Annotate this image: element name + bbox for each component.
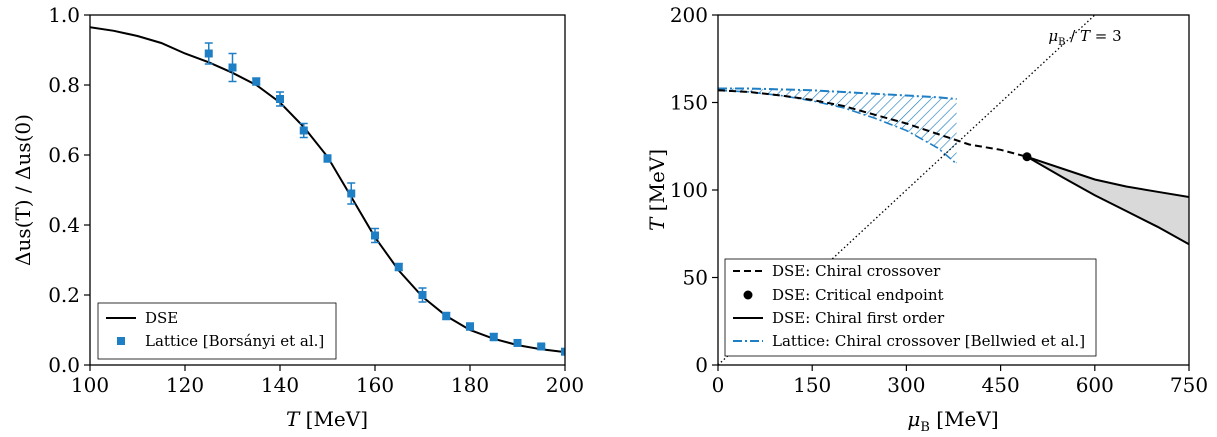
legend-endpoint-swatch xyxy=(743,290,753,300)
legend-lattice-marker-swatch xyxy=(117,337,125,345)
lattice-point xyxy=(466,322,474,331)
left-xtick-label: 140 xyxy=(261,373,299,397)
lattice-crossover-upper xyxy=(718,87,957,100)
left-xtick-label: 180 xyxy=(451,373,489,397)
right-ytick-label: 0 xyxy=(695,353,708,377)
lattice-point xyxy=(252,77,261,86)
legend-lattice-label: Lattice [Borsányi et al.] xyxy=(145,332,324,350)
lattice-point xyxy=(323,154,332,163)
legend-crossover-label: DSE: Chiral crossover xyxy=(772,262,941,280)
right-ytick-label: 150 xyxy=(670,91,708,115)
left-xlabel: T [MeV] xyxy=(286,407,368,431)
left-panel: 100 120 140 160 180 200 0.0 0.2 0.4 0.6 0.8 1.0 T [… xyxy=(11,3,584,431)
right-xtick-label: 300 xyxy=(887,373,925,397)
left-xtick-label: 200 xyxy=(546,373,584,397)
left-ytick-label: 0.0 xyxy=(48,353,80,377)
critical-endpoint xyxy=(1022,152,1032,162)
right-legend-box xyxy=(724,258,1097,357)
left-ylabel: Δus(T) / Δus(0) xyxy=(11,114,35,266)
left-xtick-label: 100 xyxy=(71,373,109,397)
right-legend: DSE: Chiral crossover DSE: Critical endp… xyxy=(724,258,1097,357)
left-ytick-label: 0.8 xyxy=(48,73,80,97)
left-xtick-label: 160 xyxy=(356,373,394,397)
lattice-crossover-lower xyxy=(718,89,958,165)
lattice-point xyxy=(394,263,403,271)
right-ytick-label: 200 xyxy=(670,3,708,27)
right-xtick-label: 450 xyxy=(982,373,1020,397)
lattice-point xyxy=(276,95,284,103)
left-axes-frame xyxy=(89,14,566,366)
dse-crossover-curve xyxy=(718,89,1028,158)
lattice-point xyxy=(299,126,308,135)
lattice-point xyxy=(489,333,498,341)
left-ytick-label: 0.2 xyxy=(48,283,80,307)
left-ticks: 100 120 140 160 180 200 0.0 0.2 0.4 0.6 0.8 1.0 xyxy=(48,3,584,397)
right-series xyxy=(718,15,1189,365)
left-legend: DSE Lattice [Borsányi et al.] xyxy=(97,302,337,360)
right-xtick-label: 150 xyxy=(793,373,831,397)
first-order-upper xyxy=(1026,155,1189,198)
right-xlabel: μB [MeV] xyxy=(907,407,998,435)
right-ytick-label: 50 xyxy=(683,266,708,290)
left-ytick-label: 0.4 xyxy=(48,213,80,237)
lattice-point xyxy=(347,189,356,198)
lattice-point xyxy=(537,342,546,351)
lattice-point xyxy=(513,338,522,347)
lattice-point xyxy=(371,231,379,240)
lattice-point xyxy=(228,63,237,72)
lattice-point xyxy=(204,49,213,58)
left-ytick-label: 1.0 xyxy=(48,3,80,27)
legend-dse-label: DSE xyxy=(145,309,178,327)
right-ylabel: T [MeV] xyxy=(645,149,669,231)
right-xtick-label: 0 xyxy=(712,373,725,397)
right-xtick-label: 600 xyxy=(1076,373,1114,397)
lattice-point xyxy=(442,312,451,320)
right-ticks: 0 150 300 450 600 750 0 50 100 150 200 xyxy=(670,3,1208,397)
first-order-lower xyxy=(1026,155,1189,246)
ratio-annotation: μB / T = 3 xyxy=(1048,27,1121,48)
first-order-band xyxy=(1027,156,1189,245)
right-xtick-label: 750 xyxy=(1170,373,1208,397)
lattice-point xyxy=(418,291,427,299)
right-ytick-label: 100 xyxy=(670,178,708,202)
lattice-point xyxy=(561,347,565,356)
left-legend-box xyxy=(97,302,337,360)
legend-endpoint-label: DSE: Critical endpoint xyxy=(772,286,944,304)
legend-lattice-crossover-label: Lattice: Chiral crossover [Bellwied et a… xyxy=(772,332,1085,350)
left-xtick-label: 120 xyxy=(166,373,204,397)
left-ytick-label: 0.6 xyxy=(48,143,80,167)
lattice-crossover-band xyxy=(718,88,957,164)
left-series xyxy=(90,26,565,356)
legend-first-order-label: DSE: Chiral first order xyxy=(772,309,945,327)
